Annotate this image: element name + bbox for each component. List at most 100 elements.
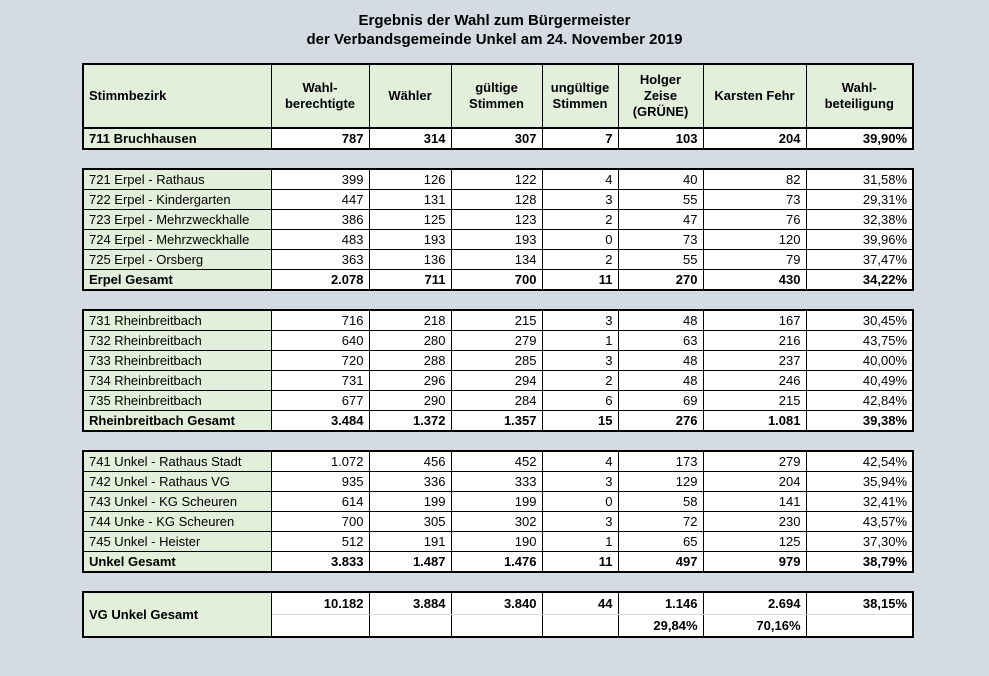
cell-value: 447 [270, 189, 370, 210]
cell-value: 204 [702, 127, 807, 150]
cell-value: 3.884 [368, 591, 452, 615]
cell-value: 199 [450, 491, 543, 512]
cell-value: 3 [541, 511, 619, 532]
cell-value: 700 [450, 269, 543, 291]
cell-value: 73 [617, 229, 704, 250]
cell-value: 103 [617, 127, 704, 150]
cell-value: 191 [368, 531, 452, 552]
table-row: 734 Rheinbreitbach 731 296 294 2 48 246 40,49% [82, 370, 914, 391]
cell-value: 40 [617, 168, 704, 190]
table-row: Unkel Gesamt 3.833 1.487 1.476 11 497 979 38,79… [82, 551, 914, 573]
table-row: 723 Erpel - Mehrzweckhalle 386 125 123 2 47 76… [82, 209, 914, 230]
cell-value: 711 [368, 269, 452, 291]
cell-value: 1.476 [450, 551, 543, 573]
table-block-bruchhausen: Stimmbezirk Wahl- berechtigte Wähler gültig… [82, 63, 914, 150]
cell-value: 215 [450, 309, 543, 331]
cell-label: 724 Erpel - Mehrzweckhalle [82, 229, 272, 250]
table-row: 731 Rheinbreitbach 716 218 215 3 48 167 30,45% [82, 309, 914, 331]
cell-value: 1.072 [270, 450, 370, 472]
cell-value: 280 [368, 330, 452, 351]
cell-value: 700 [270, 511, 370, 532]
cell-value: 42,54% [805, 450, 914, 472]
cell-value: 288 [368, 350, 452, 371]
cell-value: 35,94% [805, 471, 914, 492]
cell-value: 294 [450, 370, 543, 391]
cell-value: 1 [541, 531, 619, 552]
header-cell: gültige Stimmen [450, 63, 543, 129]
cell-value: 2 [541, 249, 619, 270]
cell-value: 190 [450, 531, 543, 552]
cell-value: 70,16% [702, 614, 807, 638]
cell-label: 722 Erpel - Kindergarten [82, 189, 272, 210]
cell-value: 37,47% [805, 249, 914, 270]
cell-value: 2 [541, 370, 619, 391]
cell-value: 456 [368, 450, 452, 472]
cell-value: 336 [368, 471, 452, 492]
cell-label-merged: VG Unkel Gesamt [82, 591, 272, 638]
cell-value: 11 [541, 269, 619, 291]
cell-value: 386 [270, 209, 370, 230]
cell-value: 48 [617, 350, 704, 371]
page-title: Ergebnis der Wahl zum Bürgermeister der … [0, 0, 989, 49]
cell-value: 720 [270, 350, 370, 371]
cell-value: 2.694 [702, 591, 807, 615]
cell-value: 1.372 [368, 410, 452, 432]
cell-value: 123 [450, 209, 543, 230]
cell-value: 0 [541, 229, 619, 250]
table-block-unkel: 741 Unkel - Rathaus Stadt 1.072 456 452 4 173… [82, 450, 914, 573]
cell-value: 279 [450, 330, 543, 351]
cell-value: 302 [450, 511, 543, 532]
cell-value: 497 [617, 551, 704, 573]
cell-label: 721 Erpel - Rathaus [82, 168, 272, 190]
cell-label: 741 Unkel - Rathaus Stadt [82, 450, 272, 472]
header-row: Stimmbezirk Wahl- berechtigte Wähler gültig… [82, 63, 914, 129]
cell-value: 11 [541, 551, 619, 573]
cell-value: 290 [368, 390, 452, 411]
cell-value: 3 [541, 309, 619, 331]
cell-label: Unkel Gesamt [82, 551, 272, 573]
cell-label: 725 Erpel - Orsberg [82, 249, 272, 270]
cell-value: 55 [617, 189, 704, 210]
cell-value: 677 [270, 390, 370, 411]
cell-label: 723 Erpel - Mehrzweckhalle [82, 209, 272, 230]
cell-value: 1.081 [702, 410, 807, 432]
cell-value: 63 [617, 330, 704, 351]
cell-value: 363 [270, 249, 370, 270]
header-cell: Karsten Fehr [702, 63, 807, 129]
cell-value: 31,58% [805, 168, 914, 190]
table-row: 732 Rheinbreitbach 640 280 279 1 63 216 43,75% [82, 330, 914, 351]
cell-value: 65 [617, 531, 704, 552]
table-row: 735 Rheinbreitbach 677 290 284 6 69 215 42,84% [82, 390, 914, 411]
cell-value: 2 [541, 209, 619, 230]
cell-value: 305 [368, 511, 452, 532]
cell-value: 1.357 [450, 410, 543, 432]
header-cell: Wähler [368, 63, 452, 129]
cell-value: 218 [368, 309, 452, 331]
cell-value: 136 [368, 249, 452, 270]
cell-value: 614 [270, 491, 370, 512]
cell-value: 276 [617, 410, 704, 432]
cell-value: 32,41% [805, 491, 914, 512]
cell-value: 314 [368, 127, 452, 150]
cell-value: 69 [617, 390, 704, 411]
table-row: 721 Erpel - Rathaus 399 126 122 4 40 82 31,58% [82, 168, 914, 190]
cell-value: 307 [450, 127, 543, 150]
cell-value: 731 [270, 370, 370, 391]
cell-value: 38,79% [805, 551, 914, 573]
table-row: 724 Erpel - Mehrzweckhalle 483 193 193 0 73 12… [82, 229, 914, 250]
cell-label: 735 Rheinbreitbach [82, 390, 272, 411]
table-row: 29,84% 70,16% [83, 614, 914, 638]
cell-value: 167 [702, 309, 807, 331]
cell-label: 743 Unkel - KG Scheuren [82, 491, 272, 512]
table-row: 722 Erpel - Kindergarten 447 131 128 3 55 73 29… [82, 189, 914, 210]
cell-value: 32,38% [805, 209, 914, 230]
cell-value: 131 [368, 189, 452, 210]
cell-value [368, 614, 452, 638]
cell-value: 296 [368, 370, 452, 391]
header-cell: Wahl- berechtigte [270, 63, 370, 129]
cell-value: 128 [450, 189, 543, 210]
cell-value: 34,22% [805, 269, 914, 291]
cell-value: 193 [368, 229, 452, 250]
cell-value: 55 [617, 249, 704, 270]
cell-value [450, 614, 543, 638]
